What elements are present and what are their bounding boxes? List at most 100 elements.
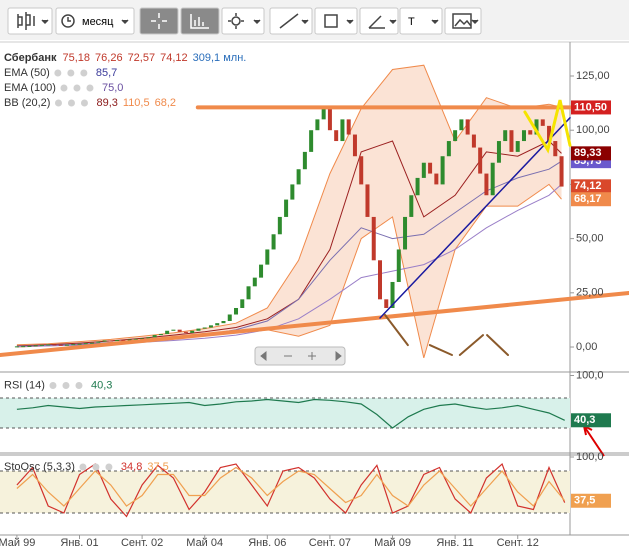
x-tick-label: Сент. 12	[497, 537, 539, 549]
candle	[540, 119, 545, 126]
candle	[77, 343, 82, 345]
candle	[515, 141, 520, 152]
y-tick-label: 125,00	[576, 70, 610, 82]
drawing	[428, 344, 453, 356]
candle	[202, 327, 207, 329]
candle	[309, 130, 314, 152]
candle	[146, 337, 151, 339]
y-tick-label: 25,00	[576, 287, 604, 299]
legend-value: 89,3	[96, 97, 117, 109]
crosshair-button[interactable]	[139, 7, 179, 35]
price-flag-label: 37,5	[574, 495, 595, 507]
toolbar-icons	[17, 12, 479, 30]
text-tool-button[interactable]	[399, 7, 443, 35]
x-tick-label: Янв. 06	[248, 537, 286, 549]
candle	[227, 314, 232, 322]
legend-icon	[60, 84, 68, 92]
candle	[415, 177, 420, 196]
candle	[352, 134, 357, 157]
zoom-control[interactable]	[254, 346, 346, 366]
candle	[90, 342, 95, 344]
x-tick-label: Сент. 07	[309, 537, 351, 549]
candle	[158, 334, 163, 336]
legend-icon	[67, 99, 75, 107]
legend-value: 75,0	[102, 82, 123, 94]
period-button[interactable]	[55, 7, 135, 35]
candle	[290, 184, 295, 200]
candle	[208, 325, 213, 328]
x-tick-label: Май 09	[374, 537, 411, 549]
volume-button[interactable]	[180, 7, 220, 35]
legend-icon	[80, 99, 88, 107]
candle	[409, 195, 414, 217]
candle	[496, 141, 501, 163]
candle	[140, 338, 145, 340]
legend-value: 75,18	[63, 52, 91, 64]
candle	[365, 184, 370, 217]
candle	[396, 249, 401, 282]
legend-icon	[54, 99, 62, 107]
candle	[33, 345, 38, 347]
legend-icon	[54, 69, 62, 77]
zoom-bar[interactable]	[254, 346, 346, 366]
candle	[528, 130, 533, 135]
candle	[39, 344, 44, 346]
y-tick-label: 100,00	[576, 124, 610, 136]
candle	[315, 119, 320, 131]
candle	[302, 151, 307, 170]
legend-icon	[67, 69, 75, 77]
candle	[346, 119, 351, 135]
candle	[534, 119, 539, 135]
legend-icon	[75, 382, 83, 389]
candle	[421, 162, 426, 178]
x-tick-label: Май 04	[186, 537, 223, 549]
candle	[521, 130, 526, 142]
candle	[96, 341, 101, 343]
candle	[327, 108, 332, 131]
candle	[171, 329, 176, 331]
drawing	[523, 99, 572, 154]
candle	[108, 340, 113, 342]
candle	[152, 335, 157, 338]
price-flag	[571, 146, 611, 161]
candle	[215, 323, 220, 326]
x-tick-label: Янв. 01	[60, 537, 98, 549]
candle	[190, 330, 195, 333]
candle	[471, 134, 476, 148]
legend-value: 309,1 млн.	[193, 52, 247, 64]
legend-name: BB (20,2)	[4, 97, 50, 109]
candle	[246, 286, 251, 300]
y-tick-label: 0,00	[576, 341, 597, 353]
candle	[378, 260, 382, 300]
candle	[359, 156, 364, 185]
drawing	[486, 334, 509, 356]
band-fill	[0, 471, 570, 513]
candle	[390, 281, 395, 308]
y-tick-label: 100,0	[576, 451, 604, 463]
legend-name: StoOsc (5,3,3)	[4, 461, 75, 473]
legend-icon	[105, 463, 113, 471]
candle	[465, 119, 470, 135]
candle	[196, 328, 201, 331]
candle	[403, 216, 408, 250]
legend-icon	[79, 463, 87, 471]
y-tick-label: 100,0	[576, 369, 604, 381]
legend-value: 34,8	[121, 461, 142, 473]
candle	[71, 344, 76, 346]
drawing	[0, 291, 629, 357]
price-flag	[571, 100, 611, 115]
price-flag-label: 89,33	[574, 147, 602, 159]
price-flag	[571, 413, 611, 428]
price-flag-label: 110,50	[574, 101, 607, 113]
candle	[509, 130, 514, 152]
price-flag	[571, 192, 611, 207]
candle	[177, 329, 182, 332]
candle	[271, 234, 276, 250]
candle	[547, 125, 552, 142]
candle	[133, 338, 138, 340]
bollinger-upper	[16, 64, 562, 346]
candle	[46, 344, 51, 346]
candle	[277, 216, 282, 235]
price-flag-label: 40,3	[574, 414, 595, 426]
